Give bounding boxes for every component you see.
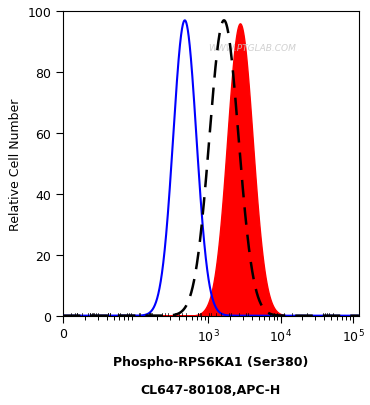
Text: CL647-80108,APC-H: CL647-80108,APC-H [141, 383, 281, 396]
Y-axis label: Relative Cell Number: Relative Cell Number [9, 98, 22, 230]
Text: Phospho-RPS6KA1 (Ser380): Phospho-RPS6KA1 (Ser380) [113, 356, 309, 369]
Text: WWW.PTGLAB.COM: WWW.PTGLAB.COM [208, 44, 296, 53]
